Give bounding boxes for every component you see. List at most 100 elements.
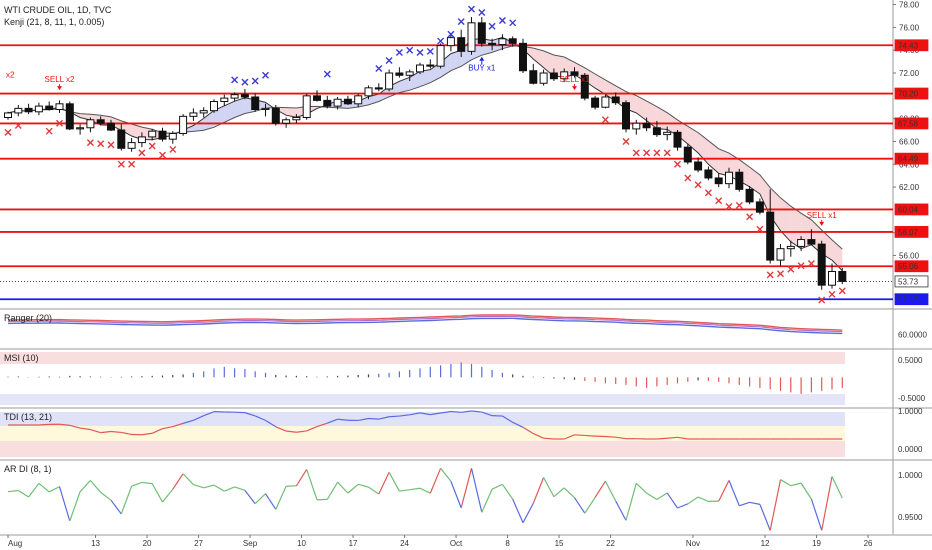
bull-x-mark xyxy=(509,19,517,27)
tdi-line-segment xyxy=(110,430,122,434)
ardi-line-segment xyxy=(666,492,678,509)
bull-x-mark xyxy=(426,47,434,55)
bull-x-mark xyxy=(323,70,331,78)
signal-arrow xyxy=(819,221,825,226)
tdi-line-segment xyxy=(677,436,688,440)
level-price-label-box xyxy=(894,275,929,288)
ardi-line-segment xyxy=(89,480,102,493)
candle-body xyxy=(436,45,445,67)
tdi-line-segment xyxy=(533,433,544,439)
ardi-line-segment xyxy=(460,468,473,509)
tdi-lower-band xyxy=(0,441,845,457)
candle-body xyxy=(838,270,847,282)
cloud-segment xyxy=(193,118,204,132)
tdi-tick-label: 1.0000 xyxy=(898,407,923,416)
ardi-line-segment xyxy=(69,491,81,522)
candle-body xyxy=(55,103,64,111)
candle-body xyxy=(65,103,74,130)
bear-x-mark xyxy=(694,181,702,189)
cloud-segment xyxy=(286,107,297,118)
bear-x-mark xyxy=(756,225,764,233)
bear-x-mark xyxy=(725,202,733,210)
tdi-tick-label: 0.0000 xyxy=(898,445,923,454)
chart-title: WTI CRUDE OIL, 1D, TVC xyxy=(4,5,112,15)
ardi-line-segment xyxy=(399,489,410,492)
bear-x-mark xyxy=(746,213,754,221)
bear-x-mark xyxy=(828,290,836,298)
bull-x-mark xyxy=(262,71,269,79)
levels xyxy=(0,44,893,301)
candle-body xyxy=(261,107,270,111)
bull-x-mark xyxy=(416,48,424,56)
candle-body xyxy=(426,64,435,67)
bear-x-mark xyxy=(632,149,640,157)
ardi-line-segment xyxy=(131,481,143,487)
ardi-line-segment xyxy=(512,498,524,523)
candle-body xyxy=(704,169,713,179)
bear-x-mark xyxy=(797,262,805,270)
candle-body xyxy=(34,105,43,113)
candle-body xyxy=(529,70,538,84)
msi-upper-band xyxy=(0,352,845,364)
bear-x-mark xyxy=(86,139,94,147)
tdi-line-segment xyxy=(162,425,173,430)
candle-body xyxy=(107,122,115,131)
level-price-label-box xyxy=(894,260,929,273)
cloud-segment xyxy=(224,101,235,123)
candle-body xyxy=(385,72,394,90)
cloud-segment xyxy=(553,54,565,77)
tdi-line-segment xyxy=(327,418,338,424)
candle-body xyxy=(282,119,291,124)
cloud-segment xyxy=(121,120,132,137)
ardi-line-segment xyxy=(646,492,658,500)
cloud-segment xyxy=(450,50,462,71)
tdi-line-segment xyxy=(656,437,668,440)
cloud-segment xyxy=(533,48,544,68)
tdi-line-segment xyxy=(254,415,266,421)
cloud-segment xyxy=(543,50,554,77)
candle-body xyxy=(313,95,321,101)
candle-body xyxy=(302,95,311,118)
tdi-line-segment xyxy=(522,426,534,435)
level-price-label-box xyxy=(894,293,929,306)
candle-body xyxy=(570,71,579,76)
candle-body xyxy=(374,87,383,90)
ardi-line-segment xyxy=(419,487,431,494)
bear-x-mark xyxy=(684,174,692,182)
signal-label: SELL x2 xyxy=(45,75,75,84)
tdi-line-segment xyxy=(667,436,678,439)
candle-body xyxy=(148,130,157,138)
ardi-line-segment xyxy=(58,486,71,522)
ardi-line-segment xyxy=(563,487,575,499)
candle-body xyxy=(127,142,136,149)
level-price-label-box xyxy=(894,87,929,100)
price-tick-label: 78.00 xyxy=(899,1,920,10)
candle-body xyxy=(158,130,167,140)
ardi-line-segment xyxy=(110,499,122,515)
bear-x-mark xyxy=(653,149,661,157)
bull-x-mark xyxy=(395,48,403,56)
time-tick-label: 12 xyxy=(761,539,770,548)
ardi-line-segment xyxy=(306,469,318,501)
ardi-line-segment xyxy=(224,486,235,492)
bear-x-mark xyxy=(14,121,22,129)
tdi-line-segment xyxy=(203,411,215,417)
level-price-label: 67.58 xyxy=(898,119,919,128)
ardi-line-segment xyxy=(501,483,514,500)
tdi-line-segment xyxy=(419,412,431,416)
level-price-label: 60.04 xyxy=(898,205,919,214)
candle-body xyxy=(343,98,352,105)
ardi-line-segment xyxy=(821,476,833,531)
ardi-line-segment xyxy=(162,488,174,503)
candle-body xyxy=(725,171,733,185)
bull-x-mark xyxy=(457,18,465,26)
tdi-line-segment xyxy=(121,431,132,436)
candle-body xyxy=(86,119,95,129)
candle-body xyxy=(683,146,692,163)
ardi-line-segment xyxy=(728,480,740,507)
bear-x-mark xyxy=(148,142,156,150)
candle-body xyxy=(735,171,744,190)
ardi-line-segment xyxy=(800,482,812,500)
bull-x-mark xyxy=(241,78,249,86)
time-tick-label: Sep xyxy=(243,539,258,548)
